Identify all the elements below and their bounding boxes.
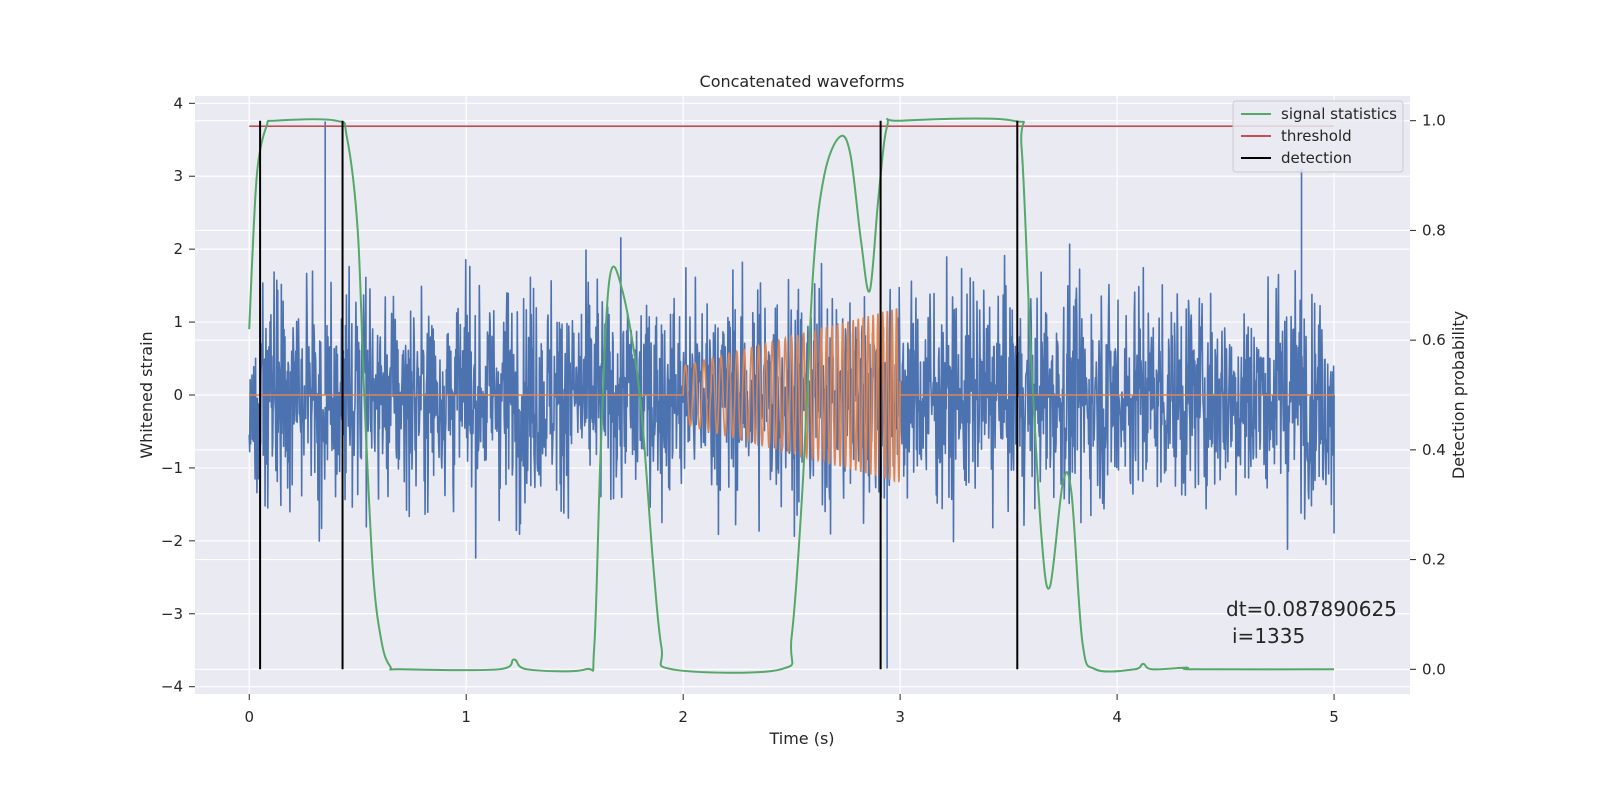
y-left-axis-ticks: −4 −3 −2 −1 0 1 2 3 4	[161, 94, 195, 696]
y-left-tick-label: −3	[161, 605, 183, 623]
annotation-dt: dt=0.087890625	[1226, 597, 1397, 621]
legend-label-signal-statistics: signal statistics	[1281, 105, 1397, 123]
y-left-tick-label: 4	[173, 94, 183, 112]
y-right-tick-label: 1.0	[1422, 112, 1446, 130]
series-layer	[248, 117, 1335, 674]
legend: signal statistics threshold detection	[1232, 100, 1404, 173]
series-noise	[248, 121, 1335, 669]
legend-label-detection: detection	[1281, 149, 1352, 167]
x-axis-ticks: 0 1 2 3 4 5	[244, 694, 1339, 726]
x-tick-label: 1	[461, 708, 471, 726]
x-tick-label: 5	[1329, 708, 1339, 726]
y-left-axis-label: Whitened strain	[137, 331, 156, 458]
series-waveform	[249, 308, 1335, 483]
annotation-i: i=1335	[1232, 624, 1305, 648]
x-tick-label: 2	[678, 708, 688, 726]
x-axis-label: Time (s)	[768, 729, 834, 748]
y-right-axis-ticks: 0.0 0.2 0.4 0.6 0.8 1.0	[1410, 112, 1446, 678]
legend-box	[1232, 100, 1404, 173]
y-right-axis-label: Detection probability	[1449, 311, 1468, 479]
x-tick-label: 3	[895, 708, 905, 726]
y-right-tick-label: 0.6	[1422, 331, 1446, 349]
y-left-tick-label: 2	[173, 240, 183, 258]
chart-title: Concatenated waveforms	[700, 72, 905, 91]
y-left-tick-label: 3	[173, 167, 183, 185]
y-left-tick-label: 1	[173, 313, 183, 331]
series-signal-statistics	[248, 117, 1335, 674]
y-left-tick-label: −2	[161, 532, 183, 550]
y-left-tick-label: −1	[161, 459, 183, 477]
y-right-tick-label: 0.0	[1422, 660, 1446, 678]
legend-label-threshold: threshold	[1281, 127, 1352, 145]
x-tick-label: 0	[244, 708, 254, 726]
y-right-tick-label: 0.2	[1422, 551, 1446, 569]
y-left-tick-label: −4	[161, 678, 183, 696]
y-left-tick-label: 0	[173, 386, 183, 404]
x-tick-label: 4	[1112, 708, 1122, 726]
y-right-tick-label: 0.8	[1422, 221, 1446, 239]
y-right-tick-label: 0.4	[1422, 441, 1446, 459]
